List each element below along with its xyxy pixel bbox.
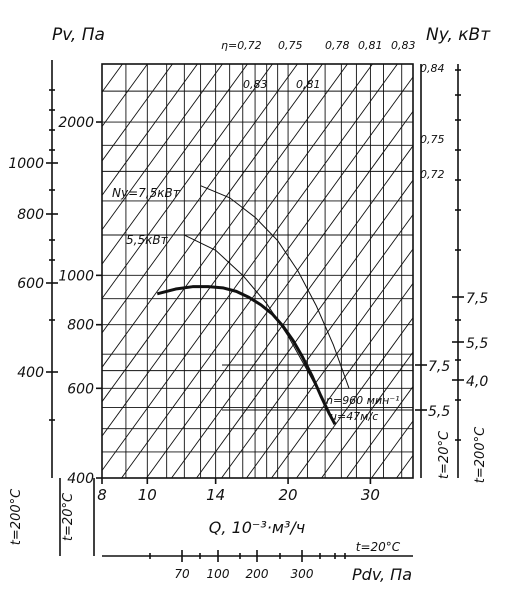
efficiency-label: 0,81 [296,78,321,91]
efficiency-line [270,282,413,478]
axes [46,60,464,562]
ny200-tick-label: 7,5 [466,291,488,307]
left-temp-20: t=20°C [61,492,76,541]
labels: 8 10 14 20 30 400 600 800 1000 2000 400 600 800 1000 7… [8,25,491,584]
ny200-tick-label: 5,5 [466,336,488,352]
efficiency-line [102,64,374,437]
outer-y-tick-label: 400 [17,365,44,381]
efficiency-line [102,64,224,231]
power-label-7-5: Ny=7,5кВт [112,186,181,200]
efficiency-line [170,145,413,478]
x-tick-label: 20 [279,486,298,504]
power-curve [184,234,326,404]
x-tick-label: 8 [97,486,107,504]
outer-y-tick-label: 1000 [8,156,44,172]
ny20-tick-label: 5,5 [428,404,450,420]
efficiency-line [195,179,413,478]
y-tick-label: 2000 [58,115,94,131]
pdv-tick-label: 100 [207,567,230,581]
efficiency-line [145,110,413,478]
efficiency-line [102,64,199,197]
right-temp-20: t=20°C [437,430,452,479]
y-axis-title: Pv, Па [52,25,105,45]
efficiency-line [102,64,149,128]
grid [102,64,413,478]
ny20-tick-label: 7,5 [428,359,450,375]
efficiency-line [0,44,112,498]
efficiency-line [220,213,413,478]
power-curve [200,185,350,389]
efficiency-line [395,454,413,478]
y-tick-label: 600 [67,381,94,397]
efficiency-line [102,64,299,334]
x-tick-label: 30 [361,486,380,504]
efficiency-line [120,76,413,478]
x-tick-label: 14 [206,486,225,504]
velocity-label: u=47м/с [330,410,378,423]
efficiency-line [102,64,274,300]
y-tick-label: 400 [67,471,94,487]
efficiency-line [0,44,37,498]
efficiency-line [370,420,413,478]
pdv-tick-label: 200 [246,567,269,581]
right-temp-200: t=200°C [473,426,488,483]
series-layer [156,185,350,425]
efficiency-label: η=0,72 [221,39,262,52]
efficiency-lines [0,44,413,498]
speed-label: n=960 мин⁻¹ [326,394,400,407]
power-label-5-5: 5,5кВт [126,233,169,247]
efficiency-line [102,64,324,369]
efficiency-line [295,317,413,478]
efficiency-line [102,64,174,162]
performance-curve [156,285,337,425]
efficiency-line [345,385,413,478]
left-temp-200: t=200°C [9,488,24,545]
outer-y-tick-label: 800 [17,207,44,223]
efficiency-line [102,64,399,472]
pdv-tick-label: 70 [174,567,190,581]
efficiency-label: 0,83 [243,78,268,91]
y-tick-label: 800 [67,318,94,334]
efficiency-label: 0,75 [420,133,445,146]
pdv-temp-label: t=20°C [356,540,401,554]
efficiency-label: 0,75 [278,39,303,52]
efficiency-line [102,64,249,265]
x-axis-title: Q, 10⁻³·м³/ч [209,518,305,537]
right-axis-title: Ny, кВт [426,25,491,45]
outer-y-tick-label: 600 [17,276,44,292]
efficiency-line [320,351,413,478]
efficiency-label: 0,72 [420,168,445,181]
pdv-axis-title: Pdv, Па [352,565,412,584]
efficiency-line [0,44,12,498]
efficiency-label: 0,84 [420,62,445,75]
x-tick-label: 10 [138,486,157,504]
ny200-tick-label: 4,0 [466,374,488,390]
pdv-tick-label: 300 [291,567,314,581]
diagonal-group [0,44,413,498]
efficiency-line [102,64,349,403]
efficiency-line [245,248,413,478]
efficiency-label: 0,83 [391,39,416,52]
y-tick-label: 1000 [58,268,94,284]
efficiency-label: 0,78 [325,39,350,52]
plot-frame [101,63,414,479]
efficiency-label: 0,81 [358,39,383,52]
